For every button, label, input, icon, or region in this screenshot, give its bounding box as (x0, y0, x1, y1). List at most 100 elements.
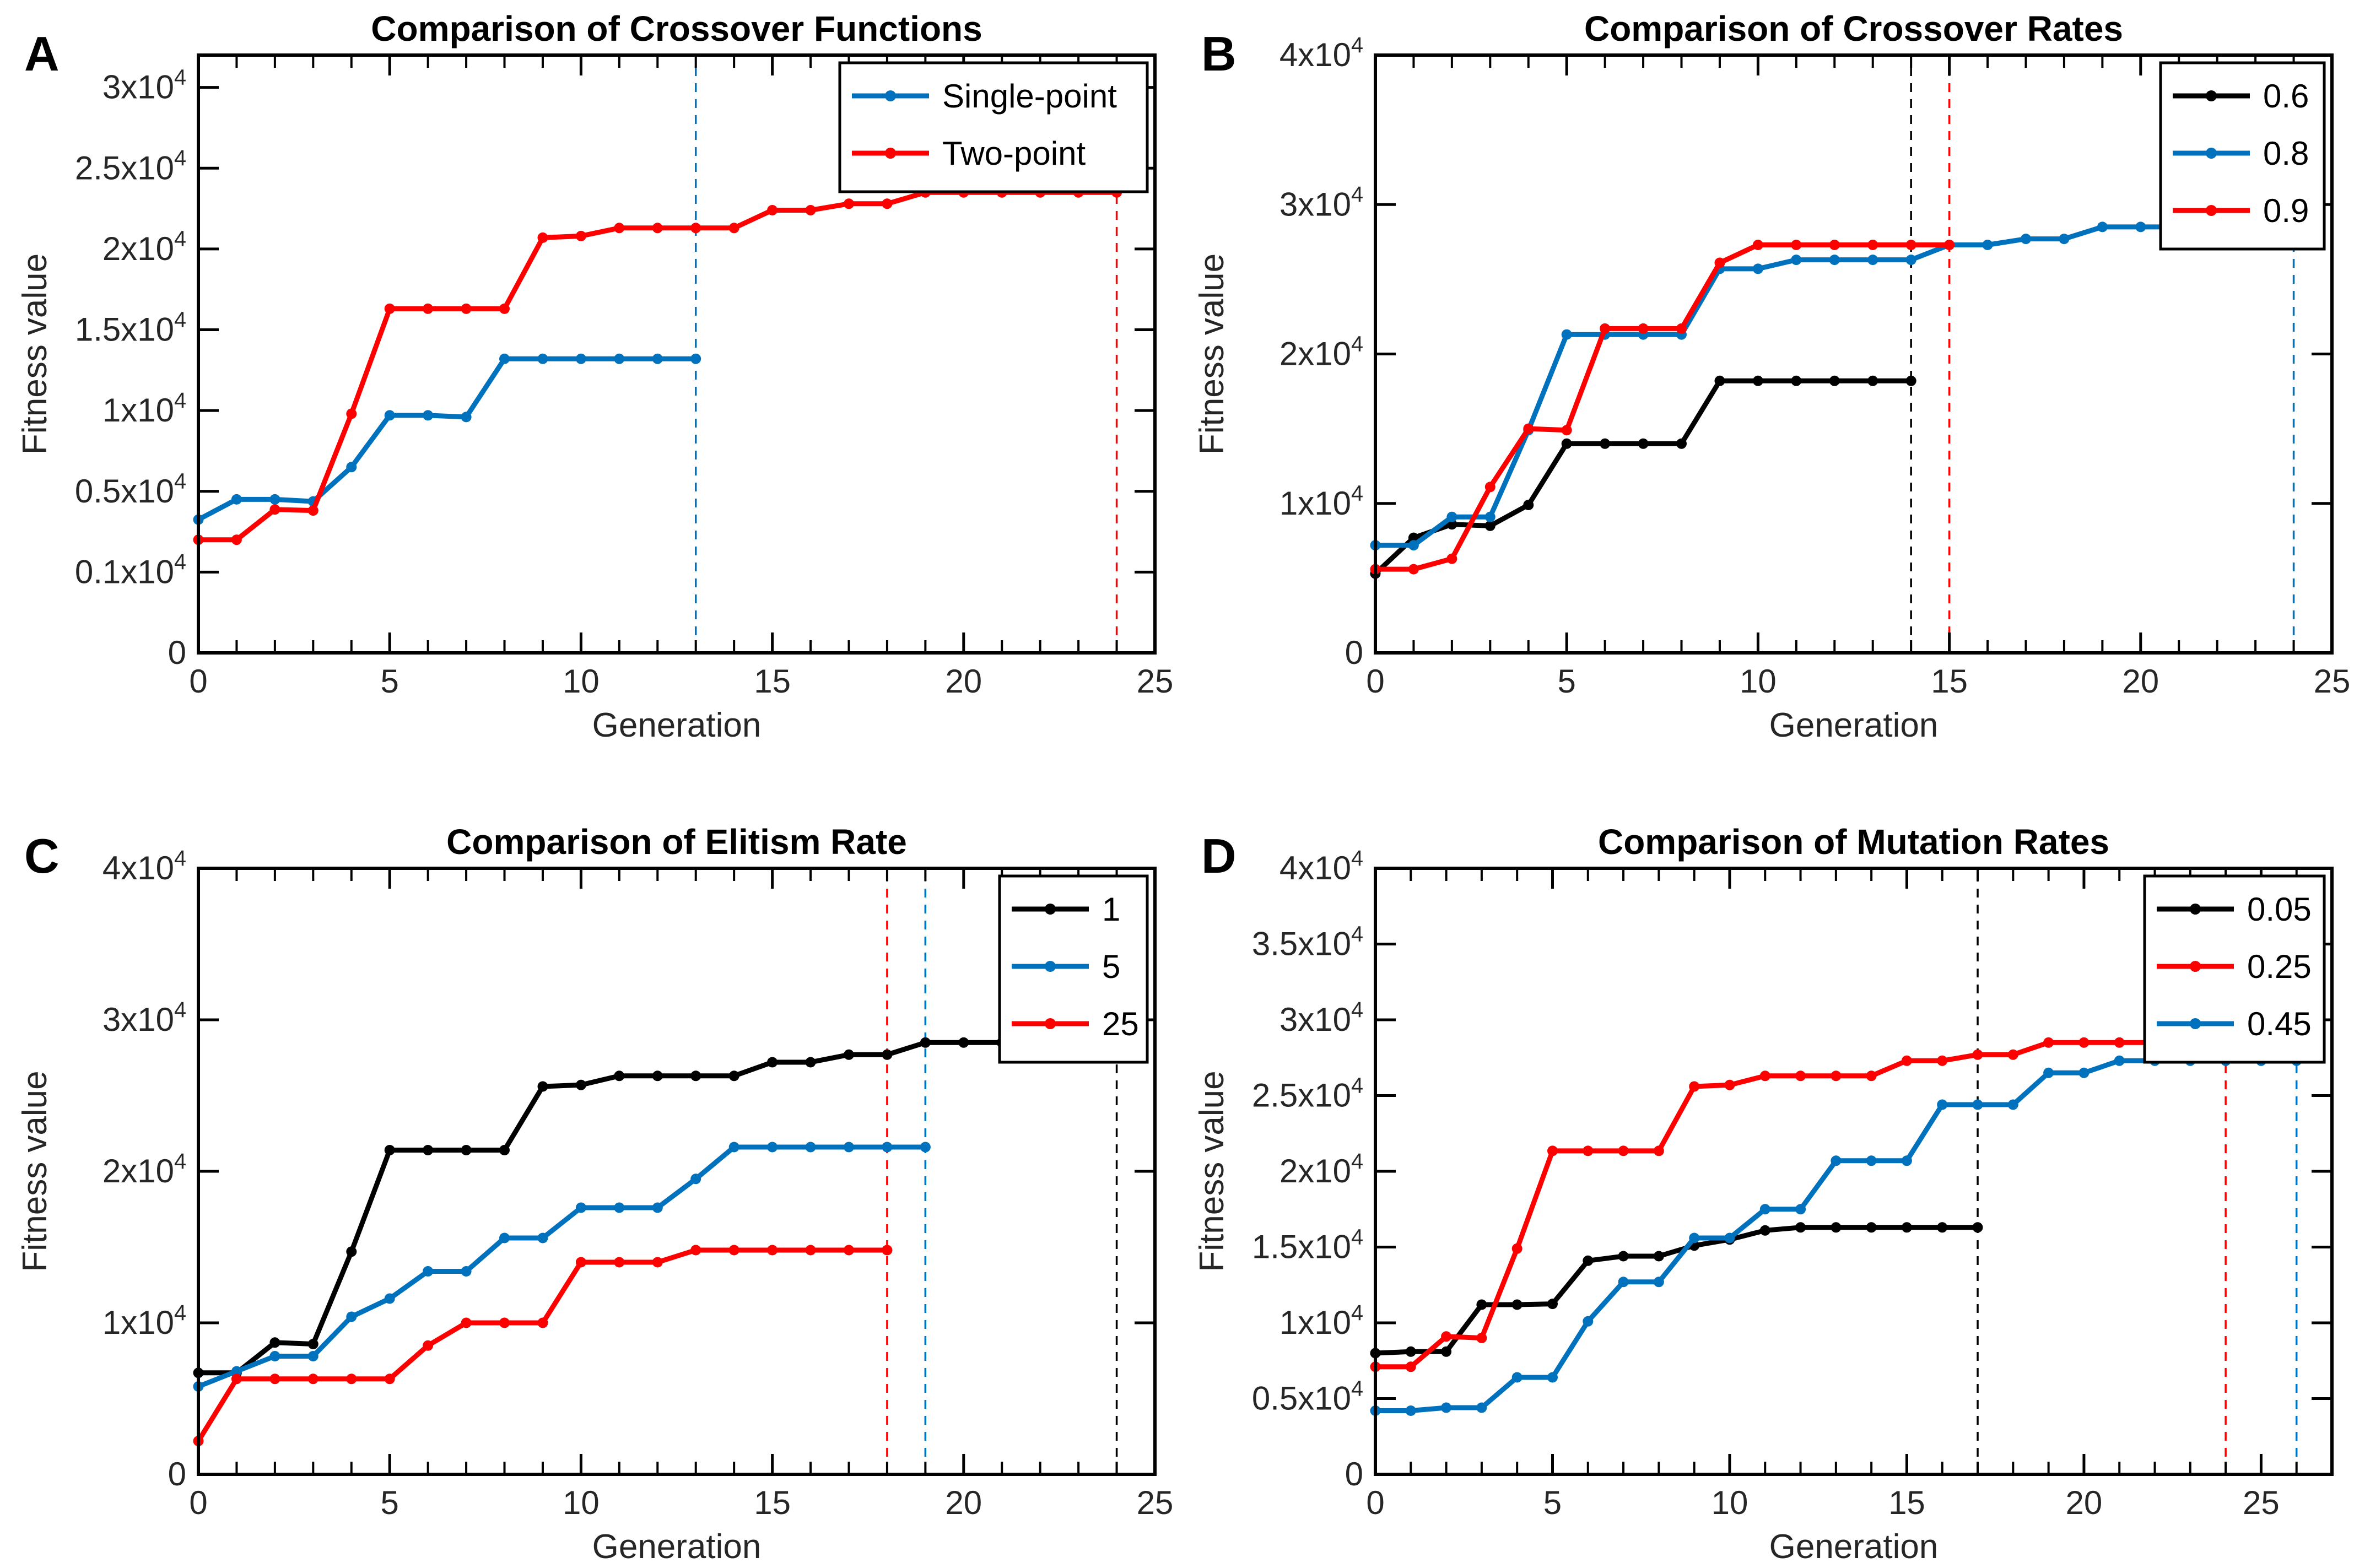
x-axis: 0 5 10 15 20 25 (189, 870, 1173, 1521)
data-point (2059, 234, 2070, 245)
panel-b: B Comparison of Crossover Rates 0 5 10 15 20 25… (1177, 0, 2354, 769)
data-point (384, 303, 395, 314)
data-point (575, 1202, 586, 1213)
data-point (728, 1245, 739, 1256)
data-point (1408, 540, 1419, 551)
legend-label: Single-point (942, 78, 1117, 115)
x-tick-label: 20 (2122, 663, 2159, 700)
x-tick-label: 25 (2314, 663, 2351, 700)
panel-letter-c: C (24, 829, 60, 883)
data-point (1638, 438, 1649, 449)
legend: 0.05 0.25 0.45 (2143, 874, 2326, 1064)
x-tick-label: 10 (563, 1484, 600, 1521)
y-tick-label: 1x104 (102, 388, 186, 429)
y-tick-label: 3x104 (102, 65, 186, 105)
data-point (423, 1266, 434, 1277)
data-point (614, 353, 625, 364)
data-point (844, 1245, 854, 1256)
y-tick-label: 2x104 (102, 1149, 186, 1189)
x-tick-label: 0 (1366, 1484, 1384, 1521)
data-point (882, 1142, 893, 1153)
legend-label: 5 (1102, 948, 1120, 985)
data-point (1867, 255, 1878, 266)
panel-b-chart: B Comparison of Crossover Rates 0 5 10 15 20 25… (1177, 0, 2354, 766)
data-point (767, 205, 778, 215)
panel-a: A Comparison of Crossover Functions 0 5 10 15… (0, 0, 1177, 769)
legend-marker (2206, 205, 2217, 216)
y-tick-label: 0 (1345, 634, 1363, 671)
legend-marker (885, 148, 896, 159)
data-point (1476, 1333, 1487, 1343)
data-point (1752, 375, 1763, 386)
data-point (499, 1232, 510, 1243)
y-tick-label: 2x104 (1279, 1149, 1363, 1189)
data-point (805, 1245, 816, 1256)
data-point (1484, 511, 1495, 522)
y-axis-label: Fitness value (1193, 1070, 1231, 1272)
data-point (652, 223, 663, 234)
x-tick-label: 0 (189, 663, 207, 700)
y-tick-label: 2.5x104 (1252, 1073, 1363, 1113)
data-point (2097, 221, 2108, 233)
panel-a-chart: A Comparison of Crossover Functions 0 5 10 15… (0, 0, 1177, 766)
data-point (882, 1245, 893, 1256)
series-0.6 (1370, 375, 1916, 579)
data-point (384, 1374, 395, 1385)
data-point (537, 1081, 548, 1092)
data-point (384, 410, 395, 421)
y-tick-label: 3x104 (1279, 182, 1363, 223)
data-point (1829, 255, 1840, 266)
x-tick-label: 25 (2243, 1484, 2280, 1521)
panel-c-title: Comparison of Elitism Rate (446, 822, 907, 862)
x-tick-label: 5 (1543, 1484, 1562, 1521)
legend: 0.6 0.8 0.9 (2159, 61, 2326, 251)
data-point (1446, 511, 1457, 522)
data-point (1618, 1145, 1629, 1156)
legend: Single-point Two-point (838, 61, 1149, 193)
data-point (231, 1374, 242, 1385)
x-tick-label: 15 (1931, 663, 1968, 700)
data-point (1618, 1251, 1629, 1262)
data-point (499, 1317, 510, 1328)
data-point (1523, 500, 1534, 510)
data-point (1829, 375, 1840, 386)
data-point (307, 1374, 318, 1385)
data-point (499, 1145, 510, 1155)
x-tick-label: 5 (381, 663, 399, 700)
data-point (1866, 1155, 1877, 1166)
legend-marker (2206, 90, 2217, 101)
data-point (614, 223, 625, 234)
series-5 (193, 1142, 931, 1392)
data-point (1831, 1070, 1842, 1082)
data-point (384, 1293, 395, 1304)
y-axis-label: Fitness value (16, 253, 54, 455)
data-point (269, 1374, 280, 1385)
data-point (1638, 323, 1649, 334)
data-point (958, 1037, 969, 1048)
x-tick-label: 15 (1888, 1484, 1925, 1521)
data-point (767, 1057, 778, 1068)
legend-marker (1045, 961, 1056, 972)
data-point (2114, 1037, 2125, 1048)
data-point (1791, 240, 1802, 250)
data-point (231, 494, 242, 505)
legend-marker (885, 90, 896, 101)
y-tick-label: 1x104 (102, 1301, 186, 1341)
data-point (1547, 1372, 1558, 1383)
data-point (1759, 1204, 1770, 1215)
data-point (728, 1142, 739, 1153)
data-point (575, 1079, 586, 1090)
y-tick-label: 0 (1345, 1456, 1363, 1493)
data-point (1484, 520, 1495, 531)
data-point (844, 198, 854, 209)
data-point (767, 1142, 778, 1153)
legend-label: 0.8 (2263, 135, 2309, 172)
plot-frame (1374, 867, 2334, 1476)
data-point (423, 1340, 434, 1351)
data-point (1476, 1299, 1487, 1310)
y-tick-label: 4x104 (1279, 846, 1363, 886)
legend-box (838, 61, 1149, 193)
data-point (652, 1257, 663, 1268)
data-point (1441, 1346, 1452, 1357)
data-point (805, 205, 816, 215)
